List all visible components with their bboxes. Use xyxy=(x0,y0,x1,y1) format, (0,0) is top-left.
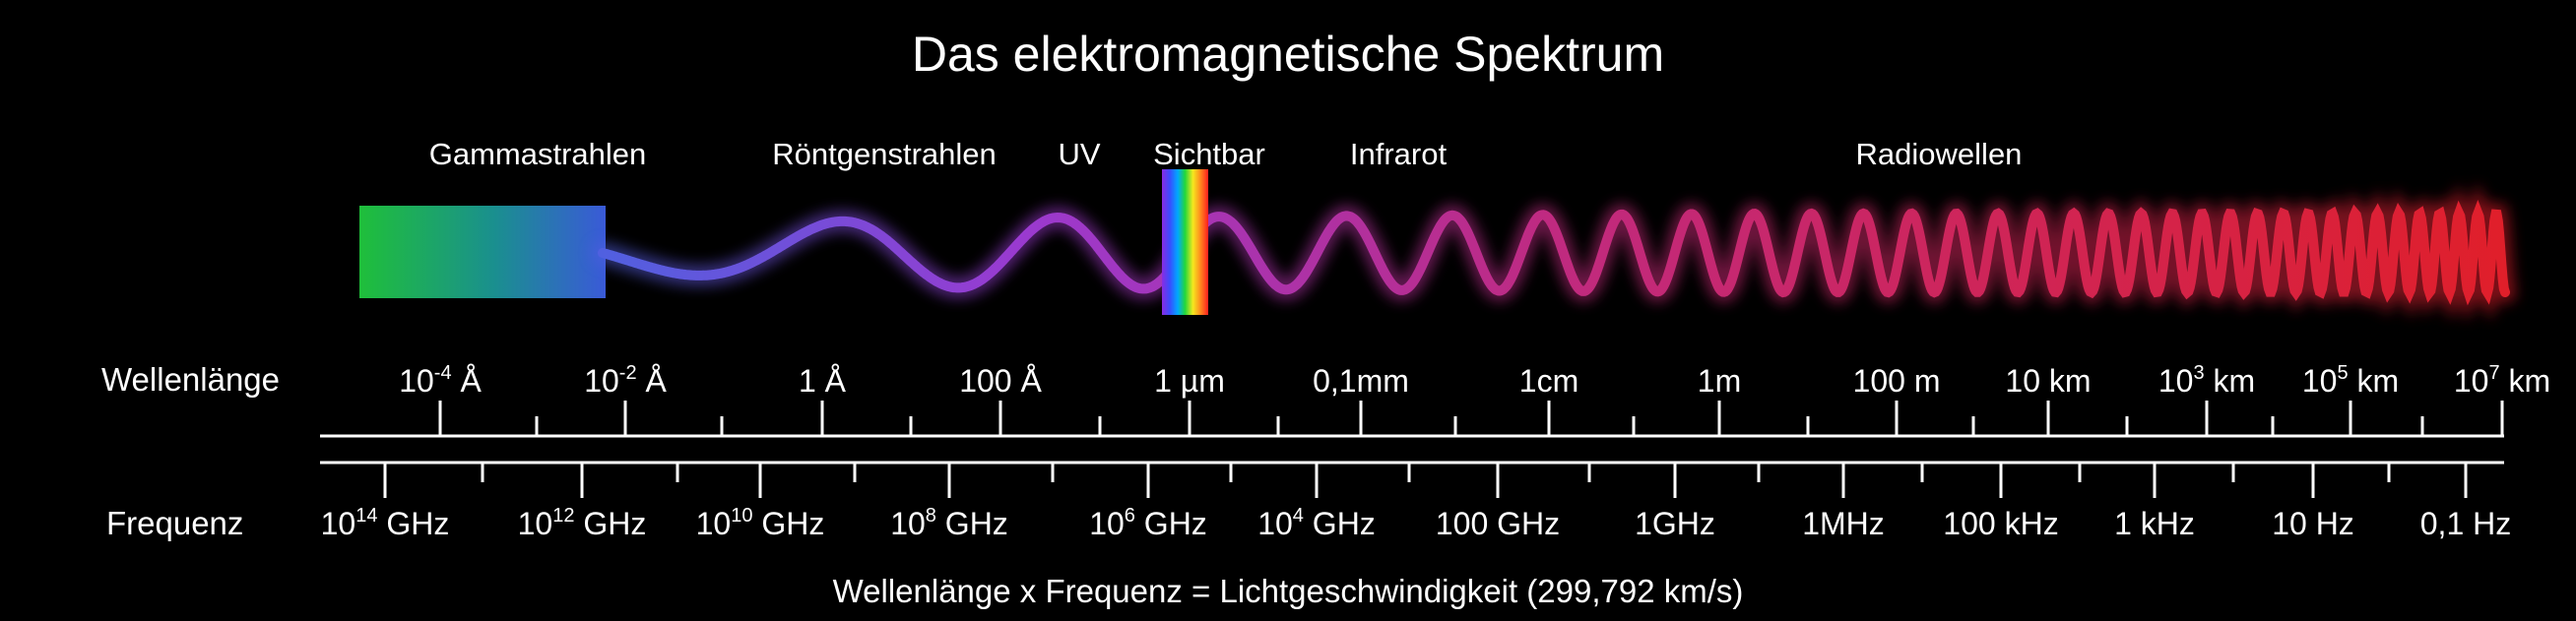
frequency-tick-label: 10 Hz xyxy=(2272,506,2354,541)
visible-spectrum-strip xyxy=(1162,169,1208,315)
frequency-tick-label: 1GHz xyxy=(1635,506,1715,541)
frequency-tick-label: 1 kHz xyxy=(2114,506,2195,541)
frequency-tick-label: 1012 GHz xyxy=(518,505,647,541)
frequency-scale-label: Frequenz xyxy=(106,505,243,541)
wavelength-tick-label: 103 km xyxy=(2158,362,2255,399)
frequency-tick-label: 1010 GHz xyxy=(696,505,825,541)
wavelength-scale-label: Wellenlänge xyxy=(101,361,280,398)
frequency-tick-label: 1MHz xyxy=(1802,506,1885,541)
wavelength-tick-label: 1 Å xyxy=(799,363,847,399)
frequency-ticks xyxy=(383,463,2468,498)
band-label-visible: Sichtbar xyxy=(1153,137,1265,171)
wavelength-tick-label: 107 km xyxy=(2454,362,2550,399)
frequency-tick-label: 108 GHz xyxy=(890,505,1008,541)
wavelength-tick-label: 1m xyxy=(1698,363,1741,399)
frequency-tick-label: 100 kHz xyxy=(1943,506,2058,541)
wavelength-ticks xyxy=(438,401,2504,436)
wavelength-tick-label: 100 Å xyxy=(959,363,1042,399)
wavelength-tick-label: 1 µm xyxy=(1154,363,1225,399)
frequency-tick-label: 106 GHz xyxy=(1089,505,1207,541)
page-title: Das elektromagnetische Spektrum xyxy=(912,27,1664,82)
wavelength-tick-label: 105 km xyxy=(2302,362,2399,399)
wavelength-tick-label: 1cm xyxy=(1519,363,1578,399)
frequency-tick-label: 1014 GHz xyxy=(321,505,450,541)
band-label-radio: Radiowellen xyxy=(1856,137,2023,171)
formula-text: Wellenlänge x Frequenz = Lichtgeschwindi… xyxy=(833,573,1744,609)
frequency-tick-label: 100 GHz xyxy=(1436,506,1560,541)
wavelength-tick-labels: 10-4 Å 10-2 Å 1 Å 100 Å 1 µm 0,1mm 1cm 1m 100 m 1… xyxy=(399,362,2550,399)
wavelength-tick-label: 10-4 Å xyxy=(399,362,482,399)
gamma-block xyxy=(359,206,606,298)
frequency-tick-label: 104 GHz xyxy=(1257,505,1376,541)
band-label-infrared: Infrarot xyxy=(1350,137,1448,171)
wavelength-tick-label: 0,1mm xyxy=(1313,363,1409,399)
wavelength-tick-label: 100 m xyxy=(1853,363,1941,399)
wave-line xyxy=(598,199,2510,306)
band-label-gamma: Gammastrahlen xyxy=(429,137,647,171)
frequency-tick-labels: 1014 GHz 1012 GHz 1010 GHz 108 GHz 106 GHz 10… xyxy=(321,505,2512,541)
wavelength-tick-label: 10 km xyxy=(2005,363,2091,399)
band-label-xray: Röntgenstrahlen xyxy=(772,137,997,171)
band-label-uv: UV xyxy=(1058,137,1100,171)
frequency-tick-label: 0,1 Hz xyxy=(2420,506,2511,541)
wavelength-tick-label: 10-2 Å xyxy=(584,362,667,399)
